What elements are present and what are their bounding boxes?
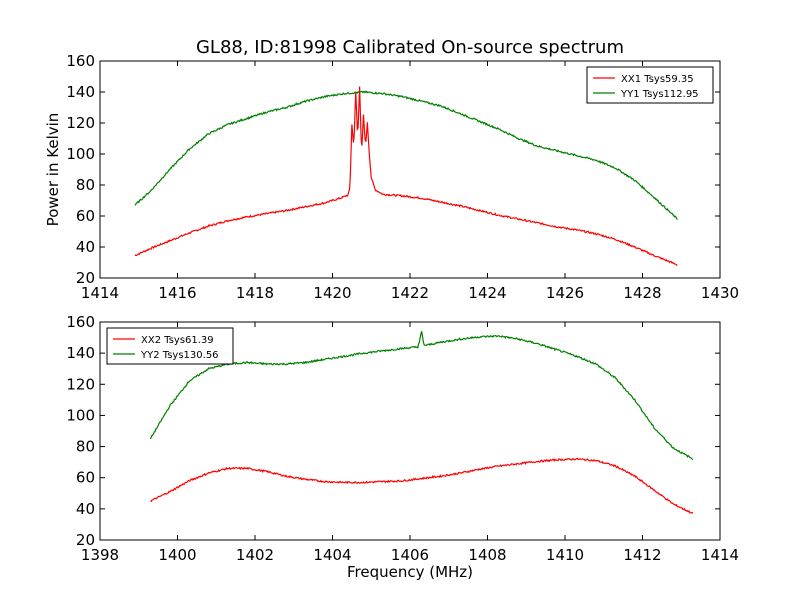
y-tick-label: 120 [66, 375, 95, 393]
y-tick-label: 100 [66, 406, 95, 424]
legend-label: XX1 Tsys59.35 [621, 74, 694, 85]
series-line-xx1 [134, 86, 678, 266]
x-tick-label: 1426 [546, 284, 584, 302]
x-tick-label: 1430 [701, 284, 739, 302]
y-tick-label: 60 [76, 207, 95, 225]
y-tick-label: 40 [76, 500, 95, 518]
y-tick-label: 20 [76, 269, 95, 287]
legend-label: YY1 Tsys112.95 [620, 89, 699, 100]
x-tick-label: 1398 [81, 546, 119, 564]
series-line-yy1 [134, 90, 678, 220]
y-tick-label: 80 [76, 438, 95, 456]
legend-label: YY2 Tsys130.56 [140, 350, 219, 361]
y-tick-label: 140 [66, 83, 95, 101]
y-tick-label: 20 [76, 531, 95, 549]
legend-box [106, 327, 234, 365]
bottom-panel: 1398 1400 1402 1404 1406 1408 1410 1412 1414 20 40… [66, 313, 739, 581]
x-tick-label: 1404 [313, 546, 351, 564]
y-tick-label: 120 [66, 114, 95, 132]
x-tick-label: 1402 [236, 546, 274, 564]
x-tick-label: 1410 [546, 546, 584, 564]
legend-label: XX2 Tsys61.39 [141, 335, 214, 346]
series-line-xx2 [150, 457, 694, 514]
y-tick-label: 160 [66, 313, 95, 331]
y-tick-label: 80 [76, 176, 95, 194]
x-tick-label: 1428 [623, 284, 661, 302]
y-tick-label: 40 [76, 238, 95, 256]
y-tick-label: 60 [76, 469, 95, 487]
y-axis-label: Power in Kelvin [44, 113, 62, 227]
series-line-yy2 [149, 331, 694, 461]
x-tick-label: 1408 [468, 546, 506, 564]
y-tick-label: 160 [66, 52, 95, 70]
y-tick-label: 100 [66, 145, 95, 163]
x-tick-label: 1414 [81, 284, 119, 302]
x-tick-label: 1416 [158, 284, 196, 302]
x-tick-label: 1406 [391, 546, 429, 564]
legend: XX2 Tsys61.39 YY2 Tsys130.56 [106, 327, 234, 365]
x-tick-label: 1418 [236, 284, 274, 302]
legend: XX1 Tsys59.35 YY1 Tsys112.95 [586, 66, 714, 104]
legend-box [586, 66, 714, 104]
x-tick-label: 1400 [158, 546, 196, 564]
figure-title: GL88, ID:81998 Calibrated On-source spec… [196, 37, 624, 58]
x-tick-label: 1422 [391, 284, 429, 302]
x-tick-label: 1412 [623, 546, 661, 564]
y-tick-label: 140 [66, 344, 95, 362]
x-tick-label: 1424 [468, 284, 506, 302]
top-panel: 1414 1416 1418 1420 1422 1424 1426 1428 1430 20 40… [44, 52, 739, 302]
x-tick-label: 1420 [313, 284, 351, 302]
x-tick-label: 1414 [701, 546, 739, 564]
x-axis-label: Frequency (MHz) [347, 563, 473, 581]
